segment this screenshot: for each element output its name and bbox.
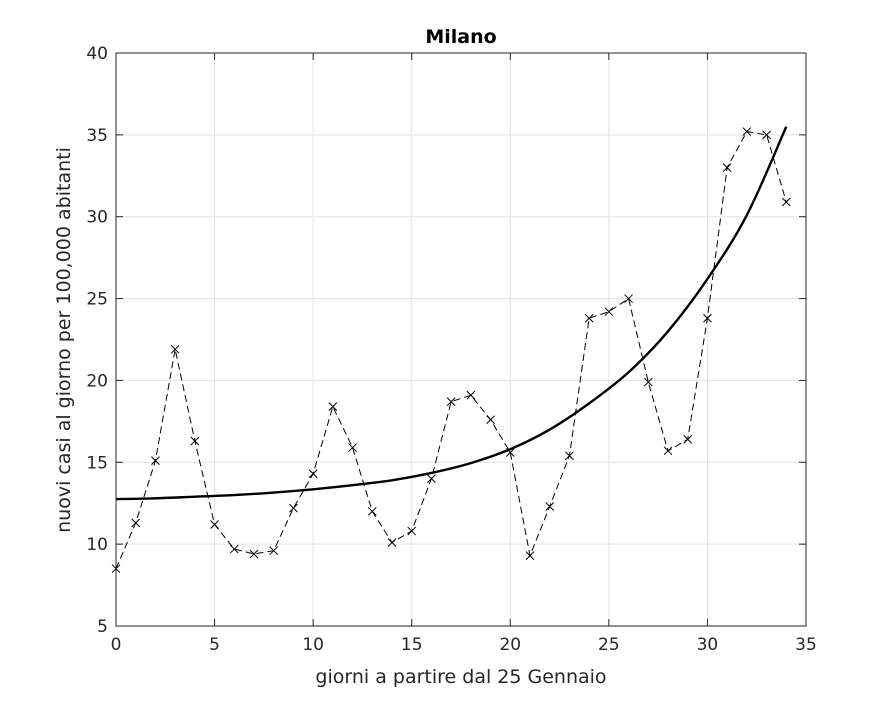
x-tick-label: 5 bbox=[209, 635, 220, 655]
x-tick-label: 30 bbox=[697, 635, 719, 655]
data-point-marker bbox=[722, 163, 732, 172]
data-point bbox=[190, 436, 200, 446]
x-tick-label: 35 bbox=[795, 635, 817, 655]
data-point-marker bbox=[565, 451, 574, 461]
data-point bbox=[525, 551, 535, 560]
x-tick-label: 15 bbox=[401, 635, 423, 655]
data-point bbox=[742, 127, 752, 136]
data-point bbox=[781, 197, 791, 207]
y-tick-label: 15 bbox=[86, 453, 108, 473]
data-point-marker bbox=[604, 307, 614, 317]
data-point-marker bbox=[229, 544, 239, 554]
data-point bbox=[643, 377, 653, 387]
data-point-marker bbox=[367, 507, 377, 516]
data-point-marker bbox=[151, 456, 160, 466]
plot-area bbox=[116, 53, 806, 626]
data-point-marker bbox=[249, 549, 259, 559]
data-point bbox=[466, 390, 476, 400]
data-point-marker bbox=[308, 469, 318, 479]
data-point bbox=[308, 469, 318, 479]
data-point-marker bbox=[131, 518, 141, 528]
y-tick-label: 35 bbox=[86, 126, 108, 146]
data-point bbox=[367, 507, 377, 516]
data-point bbox=[328, 402, 338, 411]
data-point-marker bbox=[486, 415, 495, 425]
data-point bbox=[348, 443, 357, 452]
x-tick-label: 0 bbox=[111, 635, 122, 655]
chart-title: Milano bbox=[425, 26, 496, 48]
data-point-marker bbox=[762, 130, 771, 140]
data-point-marker bbox=[289, 503, 298, 513]
data-point bbox=[151, 456, 160, 466]
data-point-marker bbox=[170, 344, 180, 354]
data-point-marker bbox=[190, 436, 200, 446]
data-point-marker bbox=[525, 551, 535, 560]
data-point bbox=[604, 307, 614, 317]
data-point-marker bbox=[505, 448, 515, 457]
data-point bbox=[446, 397, 456, 407]
series-layer bbox=[111, 126, 791, 574]
y-tick-label: 10 bbox=[86, 535, 108, 555]
data-point bbox=[131, 518, 141, 528]
data-point bbox=[210, 520, 219, 529]
data-point-marker bbox=[703, 313, 712, 323]
y-axis-label: nuovi casi al giorno per 100,000 abitant… bbox=[53, 147, 75, 533]
data-point bbox=[703, 313, 712, 323]
data-point-marker bbox=[427, 474, 436, 484]
x-tick-label: 20 bbox=[499, 635, 521, 655]
data-point bbox=[269, 546, 279, 556]
data-point bbox=[407, 526, 417, 536]
ticks bbox=[115, 52, 807, 627]
data-point-marker bbox=[663, 446, 673, 456]
data-point bbox=[722, 163, 732, 172]
data-point-marker bbox=[210, 520, 219, 529]
data-point bbox=[762, 130, 771, 140]
data-point-marker bbox=[545, 502, 555, 511]
data-point-marker bbox=[584, 313, 594, 323]
data-point-marker bbox=[643, 377, 653, 387]
data-point bbox=[387, 538, 397, 547]
data-point-marker bbox=[446, 397, 456, 407]
data-point bbox=[289, 503, 298, 513]
data-point-marker bbox=[466, 390, 476, 400]
y-tick-label: 40 bbox=[86, 44, 108, 64]
data-point bbox=[170, 344, 180, 354]
x-tick-label: 25 bbox=[598, 635, 620, 655]
plot-border bbox=[115, 52, 807, 627]
data-point bbox=[249, 549, 259, 559]
data-point-marker bbox=[683, 435, 693, 444]
data-point bbox=[427, 474, 436, 484]
data-point bbox=[545, 502, 555, 511]
data-point-marker bbox=[328, 402, 338, 411]
data-point-marker bbox=[781, 197, 791, 207]
y-tick-label: 25 bbox=[86, 290, 108, 310]
data-point-marker bbox=[742, 127, 752, 136]
data-point bbox=[624, 294, 633, 303]
y-tick-label: 5 bbox=[97, 617, 108, 637]
y-tick-label: 20 bbox=[86, 371, 108, 391]
x-tick-label: 10 bbox=[302, 635, 324, 655]
data-point-marker bbox=[407, 526, 417, 536]
data-point bbox=[565, 451, 574, 461]
data-point bbox=[584, 313, 594, 323]
data-point-marker bbox=[348, 443, 357, 452]
data-point-marker bbox=[269, 546, 279, 556]
data-point-marker bbox=[624, 294, 633, 303]
data-point bbox=[229, 544, 239, 554]
x-axis-label: giorni a partire dal 25 Gennaio bbox=[315, 666, 606, 688]
fit-curve bbox=[115, 126, 788, 501]
data-point bbox=[505, 448, 515, 457]
data-point-marker bbox=[387, 538, 397, 547]
data-point bbox=[663, 446, 673, 456]
data-point bbox=[683, 435, 693, 444]
data-point bbox=[486, 415, 495, 425]
y-tick-label: 30 bbox=[86, 208, 108, 228]
grid bbox=[116, 53, 806, 626]
